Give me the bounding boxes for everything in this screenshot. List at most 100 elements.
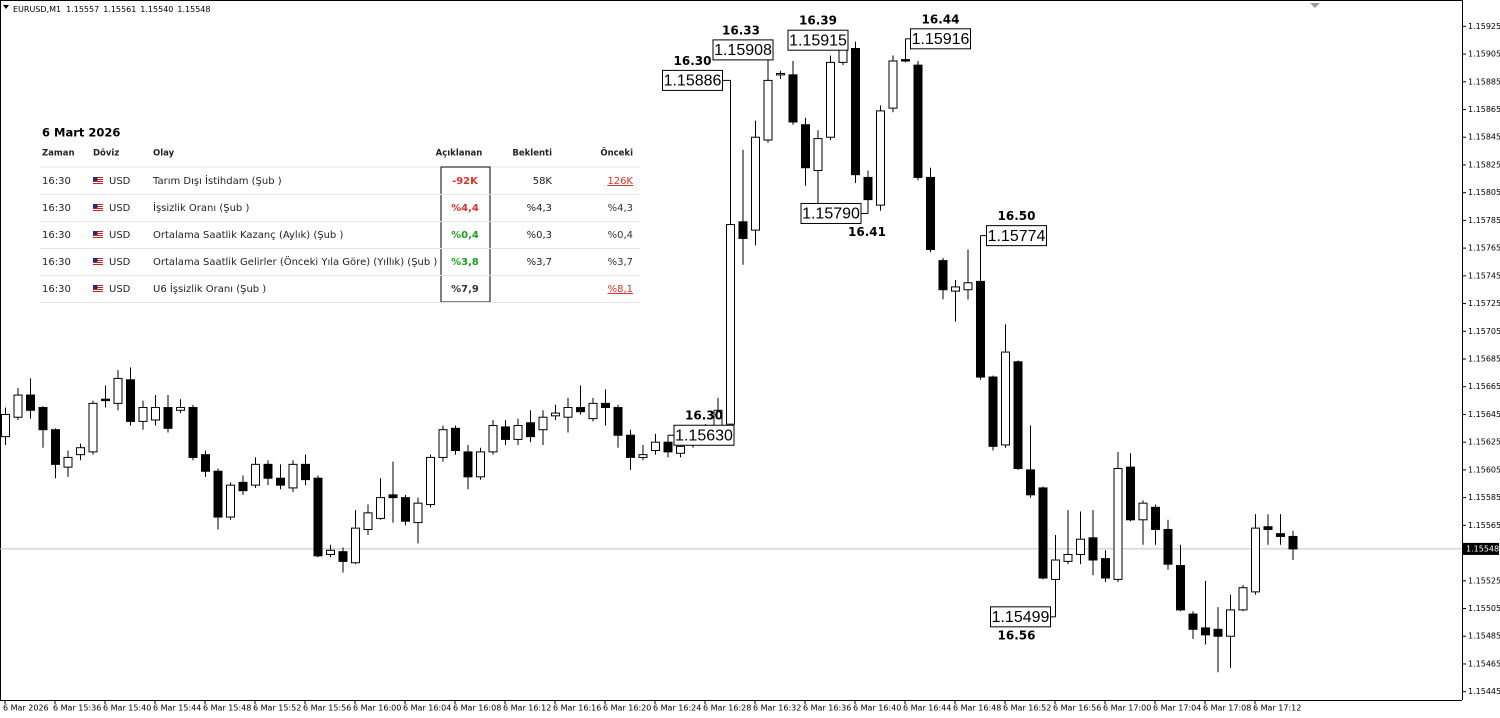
annotation-box	[712, 39, 774, 61]
symbol-arrow[interactable]	[3, 5, 9, 9]
y-tick-label: 1.15905	[1468, 50, 1500, 59]
candle-body	[226, 484, 235, 518]
y-tick-label: 1.15885	[1468, 77, 1500, 86]
flag	[93, 258, 98, 262]
candle-body	[888, 60, 898, 109]
candle-body	[901, 59, 910, 62]
candle-body	[363, 512, 373, 531]
currency: USD	[109, 257, 131, 268]
candle-body	[213, 470, 223, 518]
candle-body	[738, 221, 748, 239]
candle-body	[551, 412, 560, 417]
candle-body	[788, 74, 798, 123]
candle-body	[926, 176, 935, 251]
currency: USD	[109, 284, 131, 295]
candle-body	[301, 463, 310, 481]
candle-body	[38, 407, 48, 431]
x-tick-label: 6 Mar 16:44	[903, 704, 951, 713]
y-tick-label: 1.15525	[1468, 576, 1500, 585]
annotation-time: 16.56	[998, 628, 1036, 642]
candle-body	[376, 497, 385, 519]
candle-body	[951, 286, 960, 292]
column-header: Beklenti	[512, 149, 552, 159]
candle-body	[251, 463, 260, 486]
actual-value: -92K	[452, 176, 479, 187]
annotation-time: 16.39	[799, 14, 837, 28]
candle-body	[488, 425, 498, 453]
y-tick-label: 1.15765	[1468, 244, 1500, 253]
candle-body	[1, 413, 10, 438]
annotation-price: 1.15908	[714, 42, 772, 59]
candle-body	[1088, 537, 1098, 561]
x-tick-label: 6 Mar 15:56	[303, 704, 351, 713]
event-name: Ortalama Saatlik Gelirler (Önceki Yıla G…	[153, 255, 437, 268]
currency: USD	[109, 230, 131, 241]
economic-calendar: 6 Mart 2026 Zaman Döviz Olay Açıklanan B…	[40, 126, 640, 303]
x-tick-label: 6 Mar 16:40	[853, 704, 901, 713]
header-high: 1.15561	[103, 5, 136, 14]
x-tick-label: 6 Mar 16:08	[453, 704, 501, 713]
candle-body	[351, 527, 360, 564]
candle-body	[1163, 529, 1173, 565]
x-tick-label: 6 Mar 15:44	[153, 704, 201, 713]
candle-body	[388, 494, 398, 499]
y-tick-label: 1.15845	[1468, 133, 1500, 142]
header-low: 1.15540	[140, 5, 173, 14]
menu-arrow[interactable]	[1310, 3, 1320, 8]
candle-body	[1051, 559, 1060, 580]
event-name: U6 İşsizlik Oranı (Şub )	[153, 282, 266, 295]
x-tick-label: 6 Mar 2026	[3, 704, 49, 713]
x-tick-label: 6 Mar 16:04	[403, 704, 451, 713]
candle-body	[876, 110, 885, 206]
current-price-box	[1463, 542, 1499, 555]
candle-body	[1101, 558, 1110, 579]
x-tick-label: 6 Mar 16:20	[603, 704, 651, 713]
x-tick-label: 6 Mar 16:48	[953, 704, 1001, 713]
candle-body	[101, 398, 110, 402]
candle-body	[1288, 535, 1298, 550]
column-header: Olay	[153, 149, 175, 159]
x-tick-label: 6 Mar 15:36	[53, 704, 101, 713]
candle-body	[638, 454, 648, 458]
candle-body	[338, 551, 348, 562]
column-header: Açıklanan	[436, 149, 483, 159]
flag	[93, 285, 98, 289]
y-tick-label: 1.15625	[1468, 438, 1500, 447]
actual-value: %3,8	[451, 257, 479, 268]
candle-body	[151, 407, 160, 421]
candle-body	[476, 451, 485, 478]
annotation-price: 1.15630	[675, 427, 733, 444]
candle-body	[188, 407, 198, 458]
x-tick-label: 6 Mar 16:00	[353, 704, 401, 713]
y-tick-label: 1.15805	[1468, 188, 1500, 197]
candle-body	[663, 441, 673, 453]
y-tick-label: 1.15865	[1468, 105, 1500, 114]
candle-body	[1238, 587, 1248, 611]
annotation-box	[787, 29, 849, 51]
candle-body	[426, 456, 435, 506]
x-tick-label: 6 Mar 16:28	[703, 704, 751, 713]
candle-body	[626, 434, 635, 458]
column-header: Döviz	[93, 149, 119, 159]
candle-body	[588, 402, 598, 420]
annotation-time: 16.41	[848, 225, 886, 239]
candle-body	[563, 407, 573, 418]
symbol-header: EURUSD,M1 1.15557 1.15561 1.15540 1.15548	[13, 5, 210, 14]
candle-body	[326, 549, 335, 555]
candle-body	[288, 463, 298, 489]
event-name: İşsizlik Oranı (Şub )	[153, 201, 249, 214]
x-tick-label: 6 Mar 16:32	[753, 704, 801, 713]
candle-body	[138, 407, 148, 422]
x-tick-label: 6 Mar 15:48	[203, 704, 251, 713]
currency: USD	[109, 203, 131, 214]
candle-body	[1226, 609, 1235, 637]
y-tick-label: 1.15485	[1468, 632, 1500, 641]
x-tick-label: 6 Mar 16:56	[1053, 704, 1101, 713]
annotation-time: 16.33	[722, 23, 760, 37]
previous-value: 126K	[607, 176, 633, 187]
candle-body	[126, 379, 135, 422]
candle-body	[1013, 361, 1023, 470]
candle-body	[176, 407, 185, 411]
y-tick-label: 1.15725	[1468, 299, 1500, 308]
y-tick-label: 1.15665	[1468, 382, 1500, 391]
